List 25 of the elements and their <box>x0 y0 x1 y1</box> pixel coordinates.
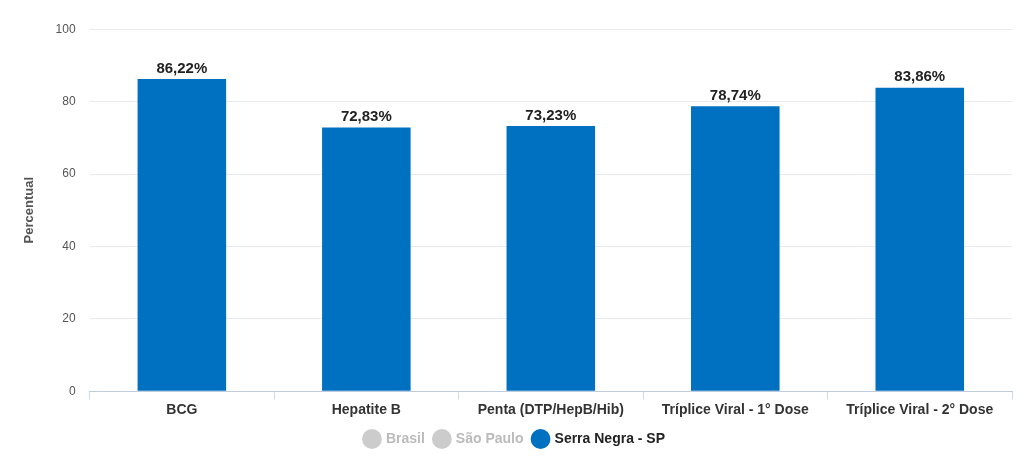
x-tick-label: BCG <box>166 401 198 418</box>
bar <box>506 126 596 391</box>
legend-label: Serra Negra - SP <box>554 429 666 446</box>
y-axis-title: Percentual <box>21 176 37 244</box>
data-label: 73,23% <box>525 105 577 123</box>
x-tick-label: Hepatite B <box>331 401 401 418</box>
x-tick-label: Penta (DTP/HepB/Hib) <box>477 401 624 418</box>
y-tick-label: 0 <box>68 383 76 398</box>
y-tick-label: 80 <box>62 93 76 108</box>
bar <box>875 87 965 391</box>
legend-label: São Paulo <box>455 429 524 446</box>
y-tick-label: 100 <box>55 21 76 36</box>
y-tick-label: 60 <box>62 166 76 181</box>
y-tick-label: 20 <box>62 311 76 326</box>
legend-label: Brasil <box>385 429 425 446</box>
bar <box>322 127 411 391</box>
data-label: 83,86% <box>894 67 946 85</box>
bar <box>691 106 780 391</box>
x-tick-label: Tríplice Viral - 2° Dose <box>846 401 994 418</box>
bar <box>137 79 227 391</box>
y-tick-label: 40 <box>62 238 76 253</box>
data-label: 86,22% <box>156 58 208 76</box>
x-tick-label: Tríplice Viral - 1° Dose <box>661 401 809 418</box>
data-label: 72,83% <box>340 107 392 125</box>
data-label: 78,74% <box>709 85 761 103</box>
